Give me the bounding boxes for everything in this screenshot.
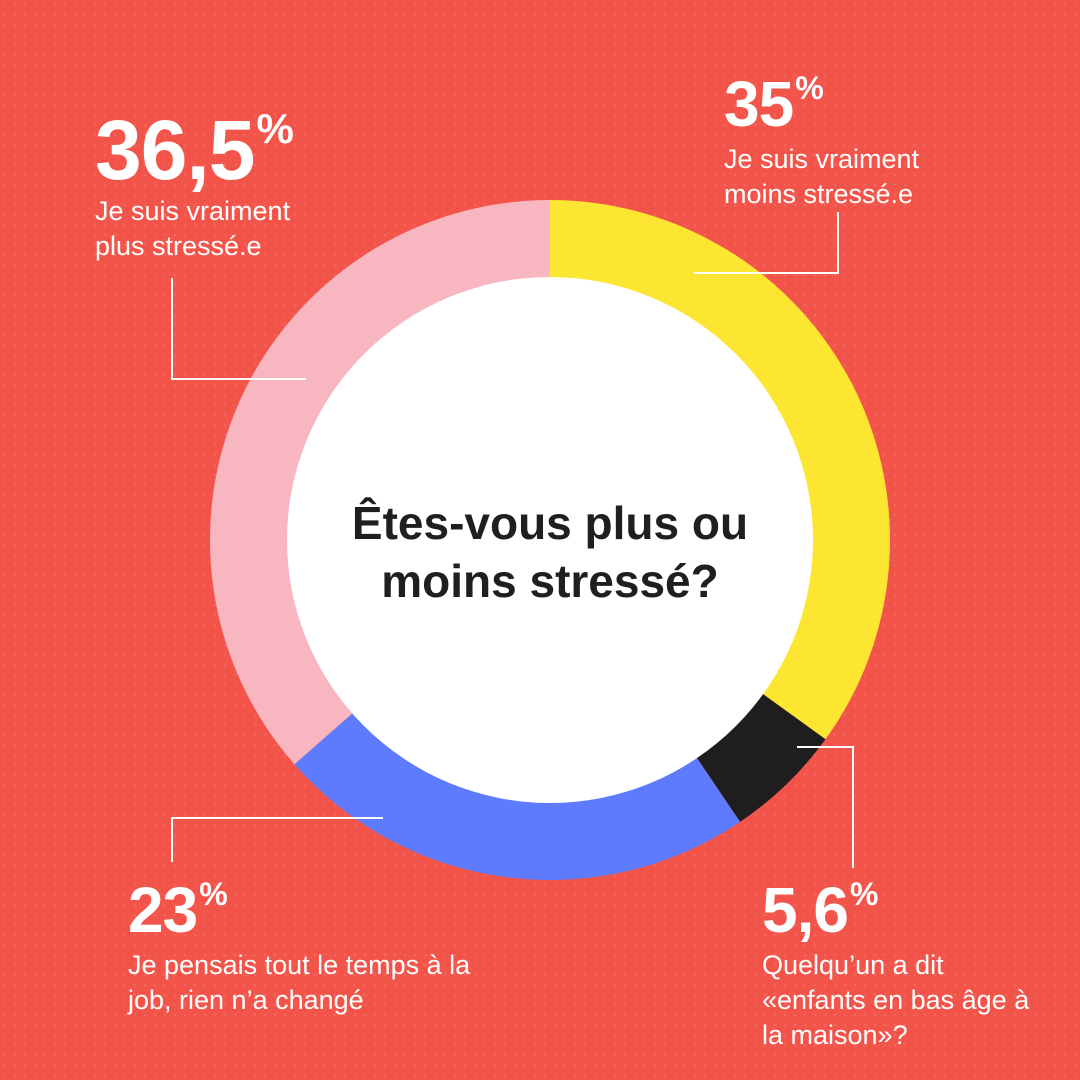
value-number: 23 xyxy=(128,874,198,946)
donut-center xyxy=(287,277,813,803)
slice-value: 5,6% xyxy=(762,878,1042,942)
slice-value: 35% xyxy=(724,72,949,136)
slice-label: Je pensais tout le temps à la job, rien … xyxy=(128,950,471,1015)
value-number: 36,5 xyxy=(95,103,255,197)
chart-question: Êtes-vous plus ou moins stressé? xyxy=(351,497,749,607)
slice-label: Je suis vraiment moins stressé.e xyxy=(724,144,920,209)
value-number: 35 xyxy=(724,68,794,140)
percent-sign: % xyxy=(256,105,294,152)
slice-label: Je suis vraiment plus stressé.e xyxy=(95,196,291,261)
slice-label: Quelqu’un a dit «enfants en bas âge à la… xyxy=(762,950,1030,1050)
value-number: 5,6 xyxy=(762,874,849,946)
slice-value: 23% xyxy=(128,878,488,942)
percent-sign: % xyxy=(199,876,227,912)
percent-sign: % xyxy=(795,70,823,106)
callout-no-change: 23% Je pensais tout le temps à la job, r… xyxy=(128,878,488,1018)
percent-sign: % xyxy=(849,876,878,912)
callout-young-children: 5,6% Quelqu’un a dit «enfants en bas âge… xyxy=(762,878,1042,1053)
leader-line-more-stressed xyxy=(171,278,306,380)
leader-line-no-change xyxy=(171,817,383,862)
callout-less-stressed: 35% Je suis vraiment moins stressé.e xyxy=(724,72,949,212)
slice-value: 36,5% xyxy=(95,103,315,197)
callout-more-stressed: 36,5% Je suis vraiment plus stressé.e xyxy=(95,108,315,264)
leader-line-young-children xyxy=(797,746,854,868)
leader-line-less-stressed xyxy=(694,212,839,274)
